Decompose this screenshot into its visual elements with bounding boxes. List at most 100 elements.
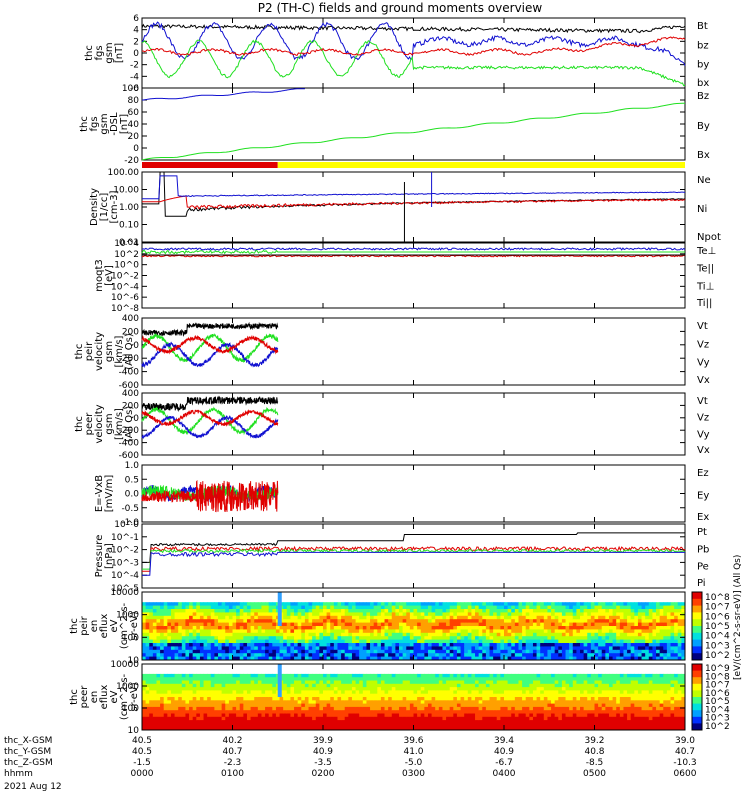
heatmap-cell <box>392 612 396 616</box>
heatmap-cell <box>493 636 497 640</box>
legend-Vt: Vt <box>697 321 708 332</box>
heatmap-cell <box>634 633 638 637</box>
heatmap-cell <box>185 681 189 685</box>
heatmap-cell <box>175 674 179 678</box>
heatmap-cell <box>204 723 208 727</box>
heatmap-cell <box>185 643 189 647</box>
heatmap-cell <box>265 653 269 657</box>
heatmap-cell <box>671 629 675 633</box>
heatmap-cell <box>424 646 428 650</box>
heatmap-cell <box>584 612 588 616</box>
heatmap-cell <box>182 629 186 633</box>
heatmap-cell <box>551 602 555 606</box>
heatmap-cell <box>453 681 457 685</box>
heatmap-cell <box>337 646 341 650</box>
heatmap-cell <box>613 643 617 647</box>
heatmap-cell <box>457 717 461 721</box>
heatmap-cell <box>233 677 237 681</box>
heatmap-cell <box>374 694 378 698</box>
heatmap-cell <box>175 710 179 714</box>
heatmap-cell <box>196 606 200 610</box>
heatmap-cell <box>381 602 385 606</box>
heatmap-cell <box>518 700 522 704</box>
heatmap-cell <box>345 710 349 714</box>
heatmap-cell <box>522 677 526 681</box>
heatmap-cell <box>671 650 675 654</box>
heatmap-cell <box>566 720 570 724</box>
heatmap-cell <box>341 612 345 616</box>
heatmap-cell <box>388 714 392 718</box>
heatmap-cell <box>251 720 255 724</box>
heatmap-cell <box>569 629 573 633</box>
heatmap-cell <box>616 636 620 640</box>
heatmap-cell <box>258 674 262 678</box>
heatmap-cell <box>366 723 370 727</box>
heatmap-cell <box>153 640 157 644</box>
heatmap-cell <box>294 690 298 694</box>
heatmap-cell <box>392 629 396 633</box>
heatmap-cell <box>167 650 171 654</box>
heatmap-cell <box>345 700 349 704</box>
heatmap-cell <box>323 687 327 691</box>
heatmap-cell <box>193 623 197 627</box>
heatmap-cell <box>602 612 606 616</box>
heatmap-cell <box>385 674 389 678</box>
heatmap-cell <box>540 707 544 711</box>
heatmap-cell <box>471 707 475 711</box>
heatmap-cell <box>298 643 302 647</box>
heatmap-cell <box>254 674 258 678</box>
heatmap-cell <box>526 710 530 714</box>
heatmap-cell <box>573 602 577 606</box>
heatmap-cell <box>616 626 620 630</box>
heatmap-cell <box>500 629 504 633</box>
heatmap-cell <box>363 714 367 718</box>
heatmap-cell <box>254 707 258 711</box>
heatmap-cell <box>374 602 378 606</box>
colorbar-tick-label: 10^4 <box>705 632 730 642</box>
heatmap-cell <box>366 707 370 711</box>
heatmap-cell <box>178 717 182 721</box>
heatmap-cell <box>406 633 410 637</box>
heatmap-cell <box>334 609 338 613</box>
heatmap-cell <box>631 640 635 644</box>
heatmap-cell <box>352 714 356 718</box>
heatmap-cell <box>233 619 237 623</box>
heatmap-cell <box>558 677 562 681</box>
heatmap-cell <box>399 633 403 637</box>
heatmap-cell <box>153 714 157 718</box>
heatmap-cell <box>214 636 218 640</box>
heatmap-cell <box>461 612 465 616</box>
heatmap-cell <box>486 623 490 627</box>
heatmap-cell <box>537 653 541 657</box>
heatmap-cell <box>272 704 276 708</box>
heatmap-cell <box>377 650 381 654</box>
heatmap-cell <box>634 619 638 623</box>
heatmap-cell <box>417 687 421 691</box>
heatmap-cell <box>522 720 526 724</box>
heatmap-cell <box>272 700 276 704</box>
heatmap-cell <box>457 684 461 688</box>
heatmap-cell <box>642 633 646 637</box>
heatmap-cell <box>533 640 537 644</box>
legend-Bt: Bt <box>697 21 708 32</box>
heatmap-cell <box>529 687 533 691</box>
heatmap-cell <box>605 636 609 640</box>
heatmap-cell <box>547 623 551 627</box>
heatmap-cell <box>450 687 454 691</box>
heatmap-cell <box>247 616 251 620</box>
heatmap-cell <box>261 636 265 640</box>
heatmap-cell <box>200 714 204 718</box>
heatmap-cell <box>591 643 595 647</box>
heatmap-cell <box>218 704 222 708</box>
heatmap-cell <box>156 687 160 691</box>
heatmap-cell <box>381 606 385 610</box>
heatmap-cell <box>656 646 660 650</box>
heatmap-cell <box>450 609 454 613</box>
heatmap-cell <box>341 677 345 681</box>
heatmap-cell <box>182 633 186 637</box>
heatmap-cell <box>428 626 432 630</box>
heatmap-cell <box>146 629 150 633</box>
heatmap-cell <box>609 646 613 650</box>
heatmap-cell <box>283 619 287 623</box>
heatmap-cell <box>214 612 218 616</box>
